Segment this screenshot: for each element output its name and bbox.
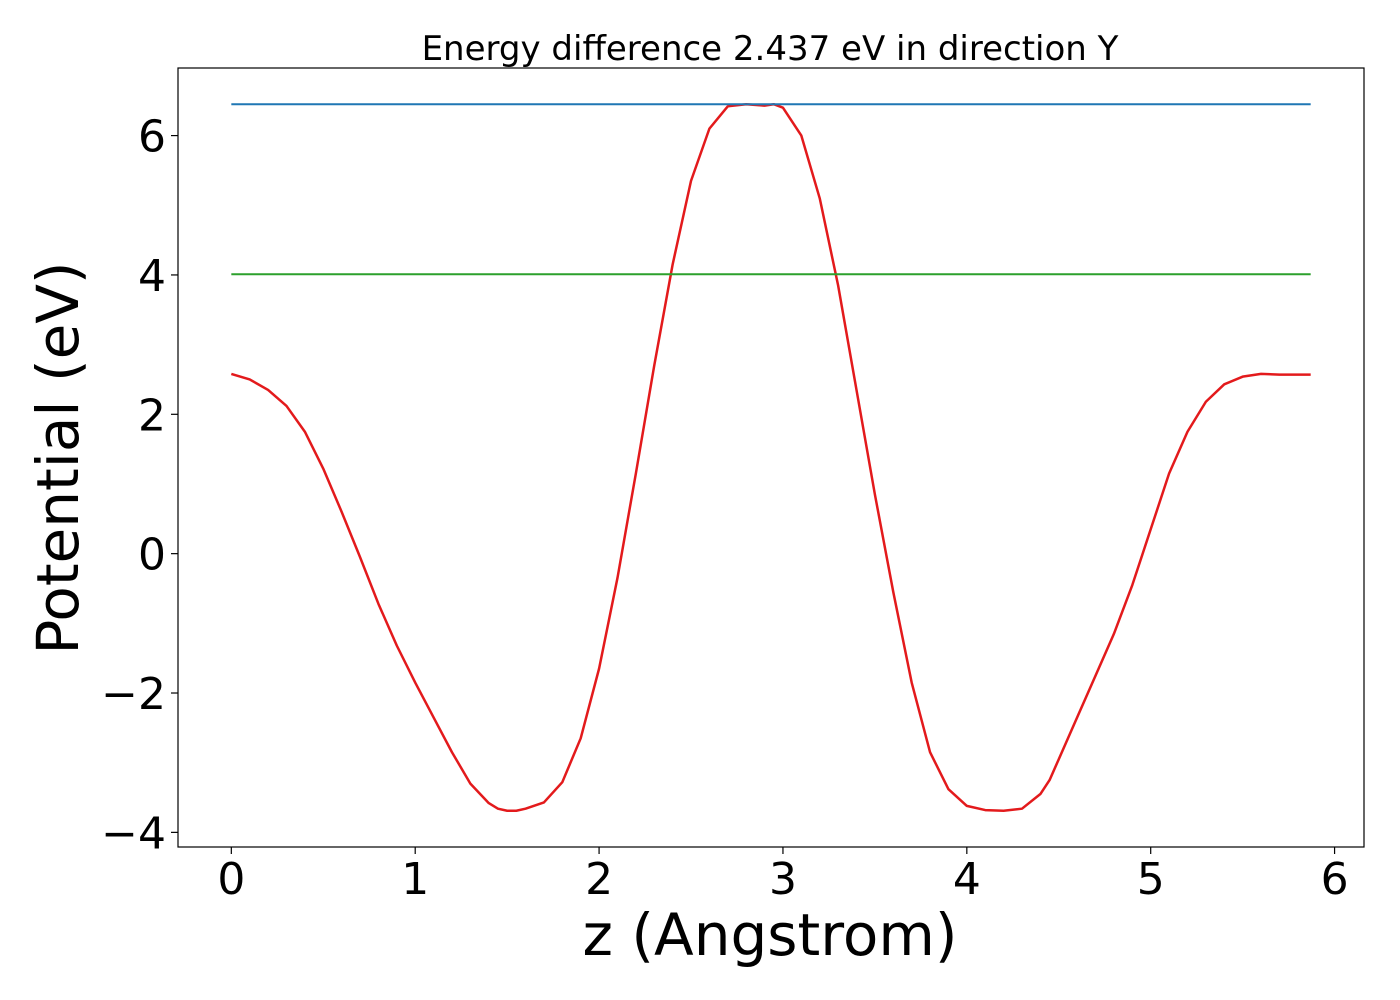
y-tick-label: 0 (138, 530, 166, 581)
y-axis-label: Potential (eV) (24, 261, 92, 654)
y-tick-label: −4 (101, 808, 166, 859)
x-tick-label: 0 (217, 854, 245, 905)
y-axis-ticks: −4 −2 0 2 4 6 (101, 112, 178, 859)
plot-area (177, 67, 1365, 848)
x-tick-label: 1 (401, 854, 429, 905)
series-layer (230, 102, 1311, 813)
y-tick-label: −2 (101, 669, 166, 720)
y-tick-label: 4 (138, 251, 166, 302)
y-tick-label: 2 (138, 390, 166, 441)
x-tick-label: 4 (953, 854, 981, 905)
series-line-potential (230, 102, 1311, 813)
x-tick-label: 6 (1321, 854, 1349, 905)
x-axis-label: z (Angstrom) (583, 901, 958, 969)
chart-title: Energy difference 2.437 eV in direction … (422, 29, 1119, 69)
x-axis-ticks: 0 1 2 3 4 5 6 (217, 847, 1349, 905)
x-tick-label: 3 (769, 854, 797, 905)
y-tick-label: 6 (138, 112, 166, 163)
x-tick-label: 2 (585, 854, 613, 905)
x-tick-label: 5 (1137, 854, 1165, 905)
